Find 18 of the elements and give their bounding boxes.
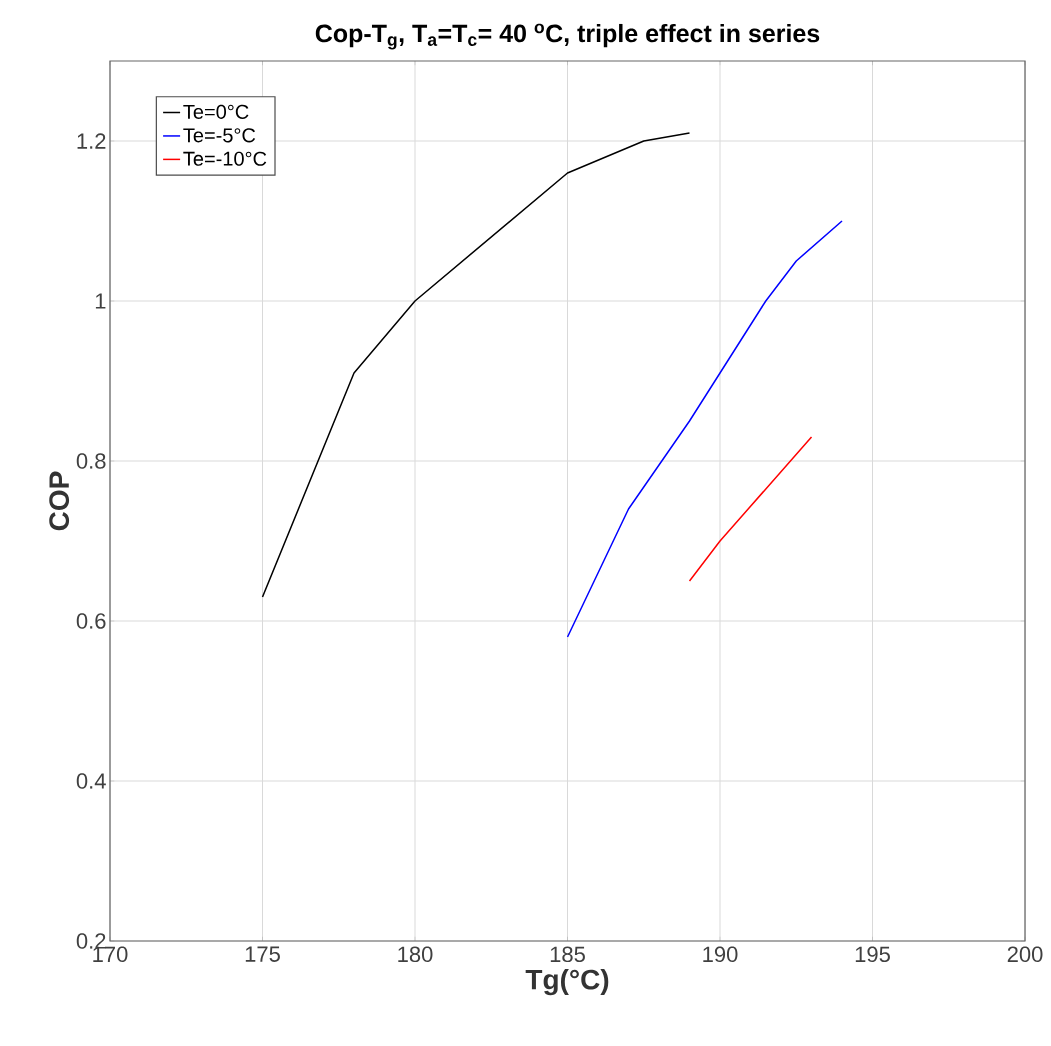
y-tick-label: 0.8 <box>76 453 106 469</box>
y-tick-label: 0.6 <box>76 613 106 629</box>
x-tick-label: 185 <box>550 946 585 963</box>
x-tick-label: 195 <box>855 946 890 963</box>
line-series <box>566 220 843 638</box>
x-tick-label: 180 <box>398 946 433 963</box>
legend-label: Te=0°C <box>183 104 249 119</box>
chart-title: Cop-T$_{g}$, T$_{a}$=T$_{c}$= 40 $^{o}$C, triple effect in series <box>315 23 820 50</box>
y-tick-label: 1.2 <box>77 133 106 149</box>
legend-label: Te=-10°C <box>183 151 267 166</box>
legend-label: Te=-5°C <box>183 128 256 143</box>
x-tick-label: 175 <box>245 946 280 962</box>
x-axis-title: Tg(°C) <box>525 968 609 996</box>
y-tick-label: 0.4 <box>76 773 106 789</box>
x-tick-label: 200 <box>1007 946 1043 963</box>
y-axis-title: COP <box>49 471 70 531</box>
y-tick-label: 1 <box>95 293 106 309</box>
x-tick-label: 190 <box>703 946 738 963</box>
